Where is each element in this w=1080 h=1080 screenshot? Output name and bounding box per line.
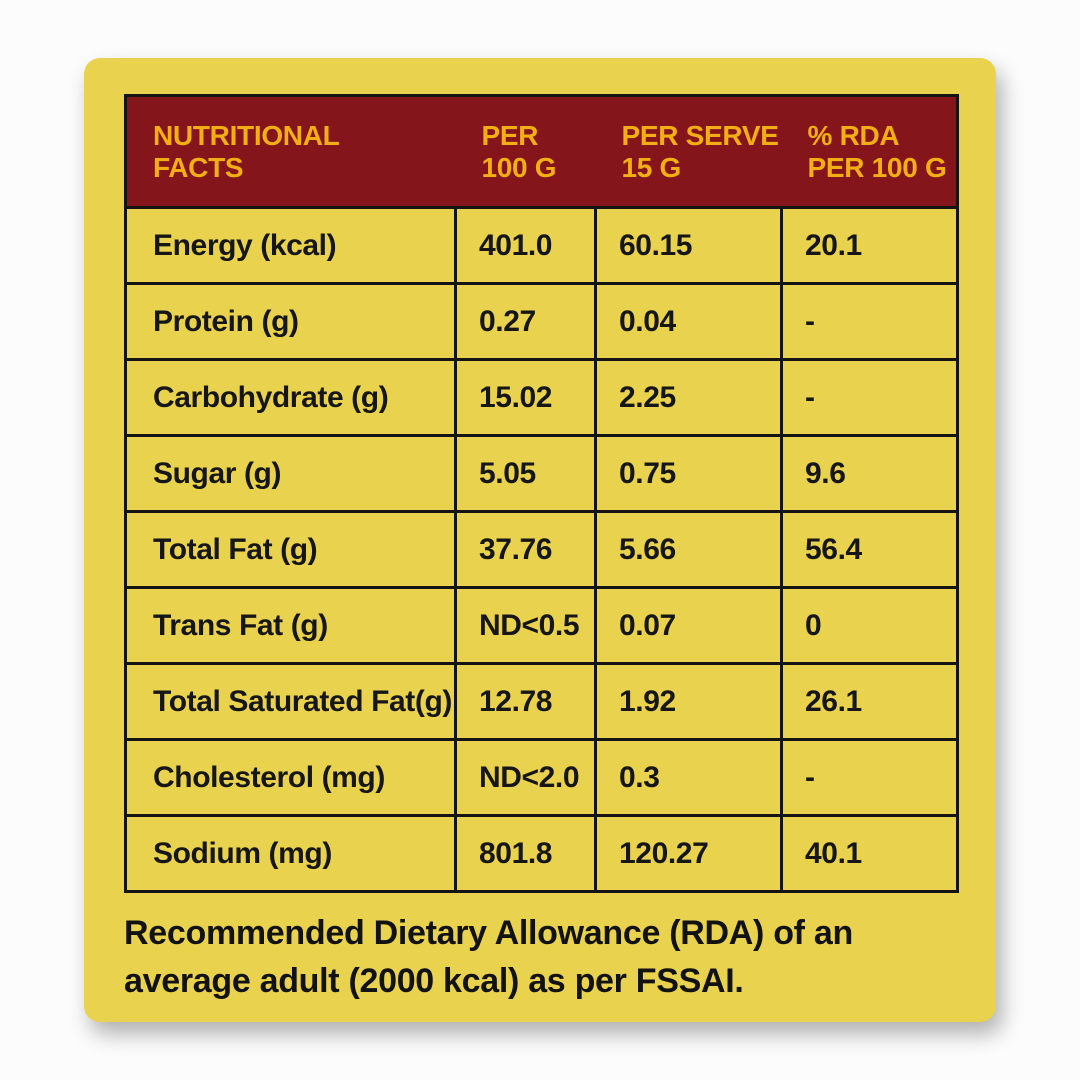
- rda-footnote: Recommended Dietary Allowance (RDA) of a…: [124, 914, 853, 1001]
- nutrition-facts-table: NUTRITIONAL FACTS PER 100 G PER SERVE 15…: [124, 94, 959, 893]
- row-label: Carbohydrate (g): [124, 358, 457, 437]
- value-per-serve: 0.07: [594, 586, 783, 665]
- table-row: Sugar (g) 5.05 0.75 9.6: [124, 434, 959, 513]
- value-rda: 40.1: [780, 814, 959, 893]
- header-text: PER 100 G: [807, 151, 947, 183]
- row-label: Cholesterol (mg): [124, 738, 457, 817]
- row-label: Protein (g): [124, 282, 457, 361]
- header-text: % RDA: [807, 120, 900, 152]
- value-per-serve: 60.15: [594, 206, 783, 285]
- nutrition-label-card: NUTRITIONAL FACTS PER 100 G PER SERVE 15…: [84, 58, 996, 1022]
- table-row: Energy (kcal) 401.0 60.15 20.1: [124, 206, 959, 285]
- value-rda: -: [780, 738, 959, 817]
- row-label: Total Fat (g): [124, 510, 457, 589]
- value-rda: 0: [780, 586, 959, 665]
- value-per-100g: 12.78: [454, 662, 597, 741]
- value-per-100g: 401.0: [454, 206, 597, 285]
- value-rda: 9.6: [780, 434, 959, 513]
- table-row: Carbohydrate (g) 15.02 2.25 -: [124, 358, 959, 437]
- value-rda: 56.4: [780, 510, 959, 589]
- table-row: Total Fat (g) 37.76 5.66 56.4: [124, 510, 959, 589]
- value-per-serve: 0.04: [594, 282, 783, 361]
- value-per-serve: 0.3: [594, 738, 783, 817]
- header-text: NUTRITIONAL: [153, 120, 340, 152]
- header-text: FACTS: [153, 151, 244, 183]
- header-text: PER SERVE: [621, 120, 779, 152]
- value-rda: 20.1: [780, 206, 959, 285]
- value-rda: 26.1: [780, 662, 959, 741]
- header-per-100g: PER 100 G: [456, 96, 596, 208]
- row-label: Energy (kcal): [124, 206, 457, 285]
- row-label: Total Saturated Fat(g): [124, 662, 457, 741]
- value-per-100g: ND<2.0: [454, 738, 597, 817]
- value-rda: -: [780, 358, 959, 437]
- header-text: 15 G: [621, 151, 682, 183]
- header-per-serve: PER SERVE 15 G: [596, 96, 782, 208]
- header-text: PER: [481, 120, 539, 152]
- value-per-serve: 120.27: [594, 814, 783, 893]
- row-label: Trans Fat (g): [124, 586, 457, 665]
- table-row: Trans Fat (g) ND<0.5 0.07 0: [124, 586, 959, 665]
- value-per-100g: 0.27: [454, 282, 597, 361]
- value-per-100g: ND<0.5: [454, 586, 597, 665]
- value-per-100g: 801.8: [454, 814, 597, 893]
- value-per-serve: 5.66: [594, 510, 783, 589]
- table-header-row: NUTRITIONAL FACTS PER 100 G PER SERVE 15…: [125, 95, 958, 208]
- value-per-serve: 0.75: [594, 434, 783, 513]
- table-row: Protein (g) 0.27 0.04 -: [124, 282, 959, 361]
- row-label: Sugar (g): [124, 434, 457, 513]
- table-row: Cholesterol (mg) ND<2.0 0.3 -: [124, 738, 959, 817]
- header-nutritional-facts: NUTRITIONAL FACTS: [126, 96, 456, 208]
- value-rda: -: [780, 282, 959, 361]
- value-per-serve: 2.25: [594, 358, 783, 437]
- table-row: Total Saturated Fat(g) 12.78 1.92 26.1: [124, 662, 959, 741]
- value-per-serve: 1.92: [594, 662, 783, 741]
- value-per-100g: 5.05: [454, 434, 597, 513]
- header-text: 100 G: [481, 151, 557, 183]
- value-per-100g: 15.02: [454, 358, 597, 437]
- header-rda: % RDA PER 100 G: [782, 96, 958, 208]
- table-row: Sodium (mg) 801.8 120.27 40.1: [124, 814, 959, 893]
- row-label: Sodium (mg): [124, 814, 457, 893]
- value-per-100g: 37.76: [454, 510, 597, 589]
